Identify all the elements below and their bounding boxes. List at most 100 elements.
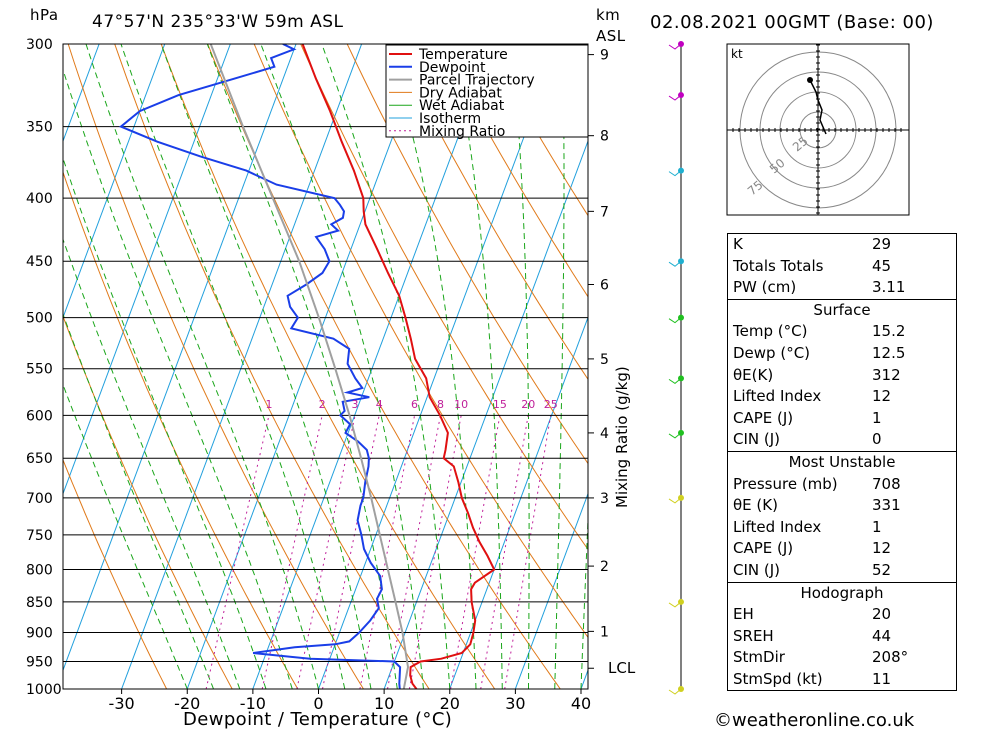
mixing-ratio-label: 1 bbox=[266, 398, 273, 411]
wet-adiabat-line bbox=[63, 237, 241, 689]
mixing-ratio-line bbox=[296, 415, 356, 689]
wind-barb bbox=[668, 688, 682, 695]
surface-li: Lifted Index 12 bbox=[733, 387, 892, 406]
wind-barb bbox=[668, 432, 682, 439]
dry-adiabat-line bbox=[393, 44, 588, 381]
dry-adiabat-line bbox=[952, 44, 1000, 689]
pressure-tick-label: 900 bbox=[26, 626, 53, 642]
wet-adiabat-line bbox=[63, 383, 188, 689]
pressure-tick-label: 800 bbox=[26, 562, 53, 578]
legend-label: Parcel Trajectory bbox=[419, 73, 535, 89]
series-dewpoint bbox=[118, 44, 402, 689]
hodo-title: Hodograph bbox=[728, 581, 956, 605]
dry-adiabat-line bbox=[300, 44, 588, 551]
mixing-ratio-line bbox=[359, 415, 416, 689]
index-pw: PW (cm) 3.11 bbox=[733, 278, 906, 297]
dry-adiabat-line bbox=[160, 44, 496, 689]
hodograph-unit-label: kt bbox=[731, 47, 743, 61]
surface-thetae: θE(K) 312 bbox=[733, 365, 901, 384]
dry-adiabat-line bbox=[346, 44, 588, 465]
wet-adiabat-line bbox=[63, 68, 293, 689]
hodograph-trace bbox=[809, 79, 827, 135]
surface-cape: CAPE (J) 1 bbox=[733, 408, 882, 427]
plot-frame bbox=[62, 43, 589, 690]
dry-adiabat-line bbox=[67, 44, 364, 689]
legend-label: Dry Adiabat bbox=[419, 85, 502, 101]
wet-adiabat-line bbox=[452, 44, 503, 689]
mixing-ratio-line bbox=[387, 415, 441, 689]
wet-adiabat-line bbox=[63, 157, 267, 689]
pressure-tick-label: 850 bbox=[26, 595, 53, 611]
km-tick-label: 1 bbox=[600, 624, 609, 640]
km-tick-label: 7 bbox=[600, 204, 609, 220]
wind-barb bbox=[668, 43, 682, 50]
mixing-ratio-label: 6 bbox=[411, 398, 418, 411]
pressure-tick-label: 300 bbox=[26, 37, 53, 53]
x-tick-label: 30 bbox=[505, 694, 525, 713]
pressure-tick-label: 1000 bbox=[26, 682, 62, 698]
mixing-ratio-line bbox=[480, 415, 529, 689]
legend-label: Temperature bbox=[418, 47, 508, 63]
mixing-ratio-label: 3 bbox=[352, 398, 359, 411]
legend-label: Isotherm bbox=[419, 111, 481, 127]
series-temperature bbox=[301, 44, 496, 689]
pressure-tick-label: 400 bbox=[26, 191, 53, 207]
pressure-tick-label: 700 bbox=[26, 491, 53, 507]
mixing-ratio-label: 25 bbox=[544, 398, 558, 411]
km-tick-label: 9 bbox=[600, 48, 609, 64]
index-totals: Totals Totals 45 bbox=[733, 256, 892, 275]
isotherm-line bbox=[449, 315, 588, 689]
wind-barb bbox=[668, 170, 682, 177]
series-parcel-trajectory bbox=[209, 44, 410, 689]
dry-adiabat-line bbox=[439, 44, 588, 298]
x-tick-label: -30 bbox=[109, 694, 135, 713]
km-tick-label: 2 bbox=[600, 559, 609, 575]
x-tick-label: -10 bbox=[240, 694, 266, 713]
axes: 3003504004505005506006507007508008509009… bbox=[26, 37, 636, 713]
copyright-link[interactable]: ©weatheronline.co.uk bbox=[714, 710, 915, 731]
pressure-tick-label: 600 bbox=[26, 408, 53, 424]
x-tick-label: 40 bbox=[571, 694, 591, 713]
hodo-stmdir: StmDir 208° bbox=[733, 648, 909, 667]
hodo-eh: EH 20 bbox=[733, 605, 892, 624]
hodograph-end-dot bbox=[807, 77, 813, 83]
km-tick-label: 6 bbox=[600, 278, 609, 294]
mixing-ratio-line bbox=[504, 415, 552, 689]
pressure-tick-label: 500 bbox=[26, 311, 53, 327]
wind-barb bbox=[668, 377, 682, 384]
wind-barb bbox=[668, 497, 682, 504]
indices-table: K 29 Totals Totals 45 PW (cm) 3.11 Surface … bbox=[727, 233, 957, 692]
x-tick-label: 20 bbox=[440, 694, 460, 713]
isotherm-line bbox=[63, 44, 166, 319]
pressure-gridlines bbox=[63, 43, 588, 690]
mixing-ratio-line bbox=[450, 415, 501, 689]
isotherm-line bbox=[63, 44, 100, 143]
km-tick-label: 8 bbox=[600, 129, 609, 145]
mixing-ratio-label: 2 bbox=[319, 398, 326, 411]
index-k: K 29 bbox=[733, 235, 892, 253]
pressure-tick-label: 950 bbox=[26, 655, 53, 671]
wet-adiabat-line bbox=[63, 312, 214, 689]
surface-dewp: Dewp (°C) 12.5 bbox=[733, 343, 906, 362]
mu-cape: CAPE (J) 12 bbox=[733, 539, 892, 558]
mixing-ratio-line bbox=[408, 415, 462, 689]
legend-label: Dewpoint bbox=[419, 60, 486, 76]
km-tick-label: 3 bbox=[600, 491, 609, 507]
asl-unit-label: ASL bbox=[596, 27, 626, 45]
legend-box bbox=[385, 44, 589, 138]
location-title: 47°57'N 235°33'W 59m ASL bbox=[92, 12, 344, 32]
mixing-ratio-label: 4 bbox=[376, 398, 383, 411]
hodo-stmspd: StmSpd (kt) 11 bbox=[733, 669, 892, 688]
mixing-ratio-line bbox=[322, 415, 380, 689]
isotherm-line bbox=[383, 139, 588, 689]
wind-barb bbox=[668, 601, 682, 608]
legend-label: Wet Adiabat bbox=[419, 98, 505, 114]
mixing-ratio-label: 20 bbox=[521, 398, 535, 411]
km-tick-label: 4 bbox=[600, 426, 609, 442]
isotherm-line bbox=[63, 44, 231, 496]
x-axis-title: Dewpoint / Temperature (°C) bbox=[183, 709, 453, 730]
wet-adiabat-line bbox=[511, 44, 530, 689]
